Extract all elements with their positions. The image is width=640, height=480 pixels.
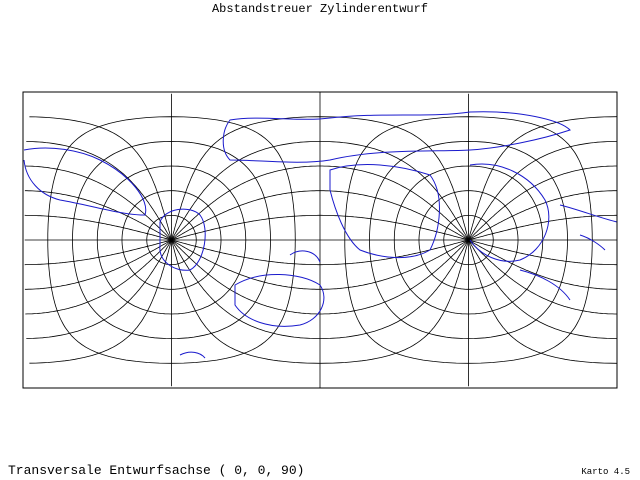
graticule-line xyxy=(171,165,469,241)
graticule-line xyxy=(171,93,469,240)
graticule-line xyxy=(29,116,617,241)
graticule-line xyxy=(171,239,469,266)
coastlines xyxy=(23,111,617,359)
graticule-line xyxy=(171,190,469,241)
graticule-line xyxy=(171,239,469,290)
projection-caption: Transversale Entwurfsachse ( 0, 0, 90) xyxy=(8,463,304,478)
map-title: Abstandstreuer Zylinderentwurf xyxy=(212,2,428,16)
graticule-line xyxy=(26,141,617,241)
graticule-line xyxy=(24,214,617,241)
graticule-line xyxy=(25,165,617,241)
software-version: Karto 4.5 xyxy=(581,467,630,477)
graticule-line xyxy=(24,190,617,241)
graticule-line xyxy=(24,239,617,266)
graticule-line xyxy=(26,239,617,339)
graticule-line xyxy=(171,240,469,387)
graticule-line xyxy=(171,141,469,241)
graticule-line xyxy=(171,239,469,315)
graticule-line xyxy=(24,239,617,290)
graticule-line xyxy=(171,214,469,241)
graticule-line xyxy=(171,116,469,241)
graticule-line xyxy=(29,239,617,364)
graticule-line xyxy=(171,239,469,339)
graticule-line xyxy=(25,239,617,315)
graticule xyxy=(24,92,617,388)
graticule-line xyxy=(171,239,469,364)
map-frame xyxy=(22,91,618,389)
